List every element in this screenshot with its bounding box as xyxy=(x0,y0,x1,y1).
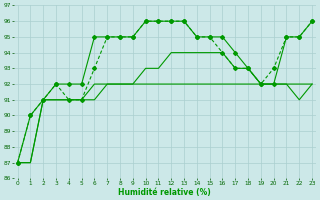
X-axis label: Humidité relative (%): Humidité relative (%) xyxy=(118,188,211,197)
